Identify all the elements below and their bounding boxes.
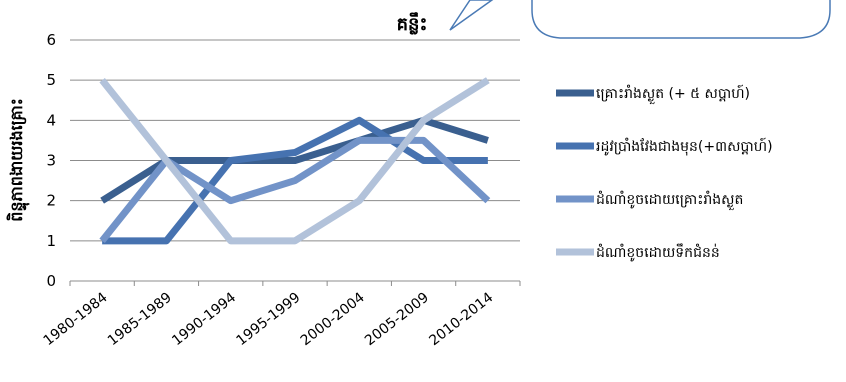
callout-box bbox=[531, 0, 831, 39]
legend-label: ដំណាំខូចដោយទឹកជំនន់ bbox=[596, 243, 720, 262]
y-tick-label: 1 bbox=[46, 232, 56, 250]
x-tick-label: 1980-1984 bbox=[41, 289, 111, 349]
x-tick-label: 2005-2009 bbox=[362, 290, 432, 350]
legend-label: រដូវប្រាំងវែងជាងមុន(+៣សប្តាហ៍) bbox=[596, 137, 773, 156]
x-tick-label: 1990-1994 bbox=[169, 289, 239, 349]
callout-label: គន្លឹះ bbox=[397, 12, 428, 35]
callout-pointer bbox=[449, 0, 494, 31]
series-line-4 bbox=[99, 77, 490, 245]
x-tick-label: 2010-2014 bbox=[426, 289, 496, 349]
y-tick-labels: 0 1 2 3 4 5 6 bbox=[46, 31, 56, 290]
series-lines bbox=[99, 77, 491, 245]
x-tick-label: 2000-2004 bbox=[298, 289, 368, 349]
y-tick-label: 4 bbox=[46, 111, 56, 129]
x-tick-label: 1985-1989 bbox=[105, 290, 175, 350]
legend-label: គ្រោះរាំងស្ងួត (+ ៥ សប្តាហ៍) bbox=[596, 84, 750, 105]
y-tick-label: 0 bbox=[46, 272, 56, 290]
y-tick-label: 6 bbox=[46, 31, 56, 49]
series-line-2 bbox=[102, 116, 488, 245]
x-tick-labels: 1980-19841985-19891990-19941995-19992000… bbox=[41, 289, 497, 349]
legend-label: ដំណាំខូចដោយគ្រោះរាំងស្ងួត bbox=[596, 190, 743, 211]
y-axis-label: ពិន្ទុភាពងាយរងគ្រោះ bbox=[6, 98, 30, 222]
x-tick-label: 1995-1999 bbox=[233, 290, 303, 350]
y-tick-label: 2 bbox=[46, 192, 56, 210]
y-tick-label: 5 bbox=[46, 71, 56, 89]
y-tick-label: 3 bbox=[46, 152, 56, 170]
legend: គ្រោះរាំងស្ងួត (+ ៥ សប្តាហ៍) រដូវប្រាំងវែ… bbox=[556, 84, 773, 262]
